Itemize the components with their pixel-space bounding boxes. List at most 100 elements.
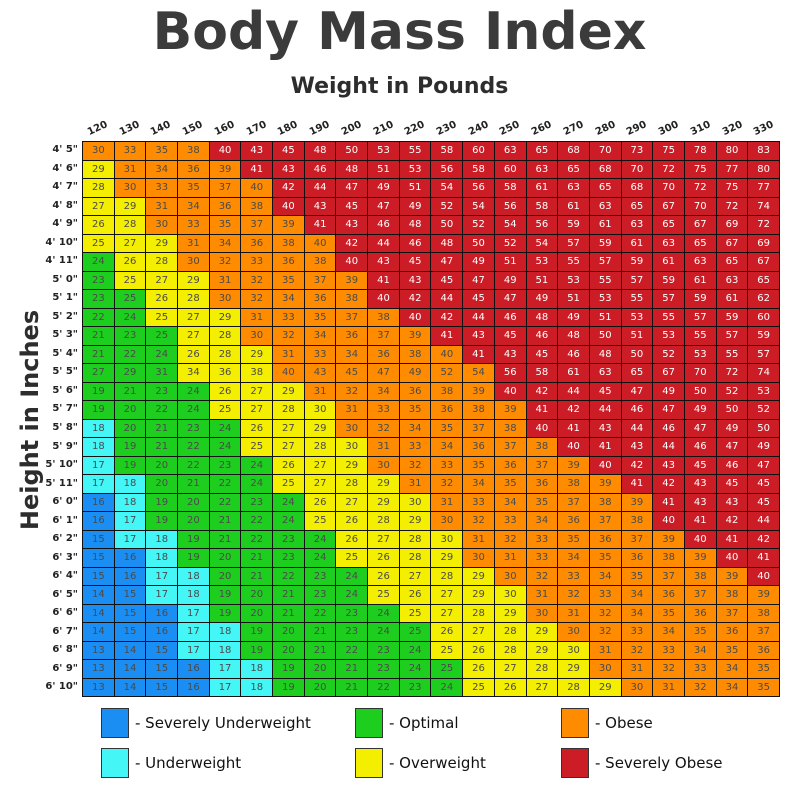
- bmi-cell: 24: [336, 567, 368, 585]
- bmi-cell: 57: [684, 308, 716, 326]
- bmi-cell: 17: [178, 623, 209, 641]
- column-headers: 120 130 140 150 160 170 180 190 200 210 220 230 240 2…: [82, 118, 780, 140]
- bmi-cell: 26: [273, 456, 304, 474]
- legend-label: - Overweight: [389, 754, 486, 772]
- bmi-cell: 27: [273, 438, 304, 456]
- bmi-cell: 13: [83, 678, 114, 696]
- bmi-cell: 32: [241, 271, 273, 289]
- bmi-cell: 63: [589, 197, 621, 215]
- bmi-cell: 29: [368, 493, 399, 511]
- bmi-cell: 63: [621, 216, 653, 234]
- bmi-cell: 34: [178, 197, 209, 215]
- bmi-cell: 20: [209, 567, 241, 585]
- bmi-cell: 25: [146, 327, 178, 345]
- bmi-cell: 30: [83, 142, 114, 160]
- bmi-cell: 24: [368, 623, 399, 641]
- bmi-cell: 29: [83, 160, 114, 178]
- bmi-cell: 20: [114, 419, 146, 437]
- bmi-cell: 21: [178, 475, 209, 493]
- bmi-cell: 55: [653, 308, 684, 326]
- bmi-cell: 44: [653, 438, 684, 456]
- bmi-cell: 30: [558, 623, 589, 641]
- bmi-cell: 38: [241, 197, 273, 215]
- bmi-cell: 36: [431, 401, 463, 419]
- bmi-cell: 19: [273, 678, 304, 696]
- bmi-cell: 35: [273, 271, 304, 289]
- bmi-cell: 63: [716, 271, 748, 289]
- bmi-cell: 33: [621, 623, 653, 641]
- bmi-cell: 29: [146, 234, 178, 252]
- bmi-cell: 74: [748, 364, 779, 382]
- bmi-cell: 38: [621, 512, 653, 530]
- bmi-cell: 53: [558, 271, 589, 289]
- bmi-cell: 36: [748, 641, 779, 659]
- bmi-cell: 26: [241, 419, 273, 437]
- bmi-cell: 37: [463, 419, 494, 437]
- bmi-cell: 38: [748, 604, 779, 622]
- bmi-cell: 59: [716, 308, 748, 326]
- bmi-cell: 26: [304, 493, 336, 511]
- chart-title: Body Mass Index: [152, 2, 647, 62]
- bmi-cell: 29: [463, 586, 494, 604]
- bmi-cell: 27: [178, 308, 209, 326]
- bmi-cell: 42: [748, 530, 779, 548]
- bmi-cell: 15: [146, 660, 178, 678]
- bmi-cell: 49: [399, 197, 431, 215]
- bmi-cell: 48: [526, 308, 558, 326]
- bmi-cell: 47: [368, 197, 399, 215]
- bmi-cell: 36: [399, 382, 431, 400]
- row-headers: 4' 5" 4' 6" 4' 7" 4' 8" 4' 9" 4' 10" 4' 11" 5' …: [0, 141, 78, 697]
- bmi-cell: 67: [653, 197, 684, 215]
- bmi-cell: 28: [431, 567, 463, 585]
- bmi-cell: 39: [589, 475, 621, 493]
- bmi-cell: 18: [209, 623, 241, 641]
- bmi-cell: 46: [494, 308, 526, 326]
- row-header: 4' 6": [52, 162, 78, 174]
- bmi-grid: 30 33 35 38 40 43 45 48 50 53 55 58 60 63 65 68 70 73 75 78…: [82, 141, 780, 697]
- bmi-cell: 52: [494, 234, 526, 252]
- bmi-cell: 65: [748, 271, 779, 289]
- bmi-cell: 54: [463, 364, 494, 382]
- row-header: 5' 8": [52, 421, 78, 433]
- bmi-cell: 53: [526, 253, 558, 271]
- bmi-cell: 33: [526, 530, 558, 548]
- bmi-cell: 33: [589, 586, 621, 604]
- bmi-cell: 58: [431, 142, 463, 160]
- bmi-cell: 45: [748, 493, 779, 511]
- bmi-cell: 43: [304, 197, 336, 215]
- bmi-cell: 47: [368, 364, 399, 382]
- bmi-cell: 20: [209, 549, 241, 567]
- bmi-cell: 31: [241, 308, 273, 326]
- bmi-cell: 52: [653, 345, 684, 363]
- bmi-cell: 35: [621, 567, 653, 585]
- bmi-cell: 42: [621, 456, 653, 474]
- bmi-cell: 41: [621, 475, 653, 493]
- bmi-cell: 56: [494, 364, 526, 382]
- bmi-cell: 21: [273, 604, 304, 622]
- bmi-cell: 61: [653, 253, 684, 271]
- row-header: 5' 10": [45, 459, 78, 471]
- bmi-cell: 45: [684, 456, 716, 474]
- bmi-cell: 30: [621, 678, 653, 696]
- bmi-cell: 26: [431, 623, 463, 641]
- bmi-cell: 21: [304, 641, 336, 659]
- bmi-cell: 20: [178, 493, 209, 511]
- bmi-cell: 23: [368, 660, 399, 678]
- bmi-cell: 67: [716, 234, 748, 252]
- bmi-cell: 22: [209, 475, 241, 493]
- bmi-cell: 80: [748, 160, 779, 178]
- bmi-cell: 54: [526, 234, 558, 252]
- bmi-cell: 29: [336, 456, 368, 474]
- bmi-cell: 69: [716, 216, 748, 234]
- bmi-cell: 25: [273, 475, 304, 493]
- bmi-cell: 37: [526, 456, 558, 474]
- bmi-cell: 26: [114, 253, 146, 271]
- bmi-cell: 21: [336, 678, 368, 696]
- bmi-cell: 37: [494, 438, 526, 456]
- bmi-cell: 35: [304, 308, 336, 326]
- bmi-cell: 57: [653, 290, 684, 308]
- bmi-cell: 25: [368, 586, 399, 604]
- row-header: 6' 10": [45, 681, 78, 693]
- bmi-cell: 29: [589, 678, 621, 696]
- bmi-cell: 20: [178, 512, 209, 530]
